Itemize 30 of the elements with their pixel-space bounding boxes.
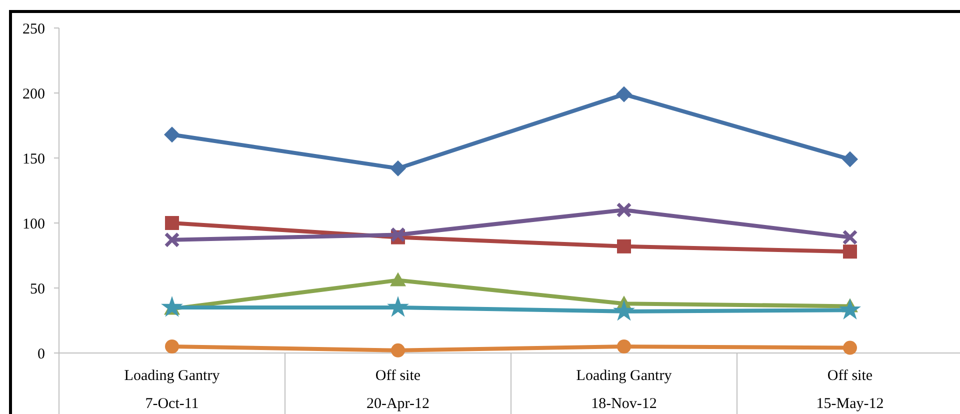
point <box>161 296 183 317</box>
x-tick-label: Off site 20-Apr-12 <box>366 368 430 412</box>
x-tick-label: Off site 15-May-12 <box>816 368 884 412</box>
point <box>387 296 409 317</box>
point <box>164 232 180 248</box>
point <box>164 126 180 143</box>
x-tick-label: Loading Gantry 7-Oct-11 <box>124 368 220 412</box>
point <box>390 272 406 286</box>
y-tick-label: 0 <box>38 346 45 362</box>
point <box>843 244 857 259</box>
point <box>165 216 179 230</box>
y-tick-label: 150 <box>22 151 45 168</box>
point <box>842 151 858 168</box>
point <box>843 340 857 355</box>
y-tick-label: 100 <box>22 216 45 232</box>
point <box>391 343 405 358</box>
point <box>613 300 635 321</box>
point <box>842 230 858 246</box>
point <box>617 340 631 354</box>
y-tick-label: 50 <box>30 281 45 298</box>
point <box>165 340 179 354</box>
point <box>617 239 631 254</box>
point <box>390 226 406 242</box>
y-tick-label: 200 <box>22 86 45 102</box>
x-tick-label: Loading Gantry 18-Nov-12 <box>576 368 672 412</box>
point <box>390 160 406 176</box>
y-tick-label: 250 <box>22 21 45 38</box>
point <box>616 86 632 102</box>
point <box>839 298 861 320</box>
point <box>616 202 632 218</box>
